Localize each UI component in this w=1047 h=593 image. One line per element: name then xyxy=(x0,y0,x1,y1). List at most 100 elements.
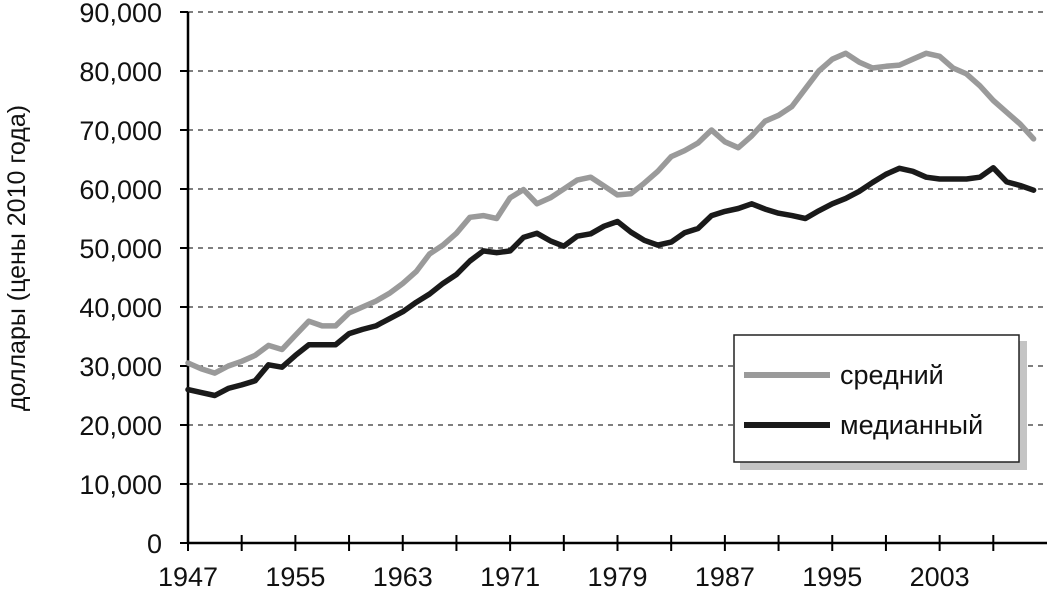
data-point xyxy=(415,270,418,273)
y-tick-label: 30,000 xyxy=(79,352,162,382)
data-point xyxy=(791,214,793,217)
data-point xyxy=(697,142,699,144)
data-point xyxy=(455,232,458,235)
data-point xyxy=(549,240,552,242)
data-point xyxy=(992,167,995,169)
data-point xyxy=(509,197,511,199)
data-point xyxy=(670,155,672,158)
y-tick-label: 80,000 xyxy=(79,57,162,87)
data-point xyxy=(777,212,780,214)
data-point xyxy=(724,210,726,213)
legend-label-median: медианный xyxy=(840,410,983,440)
data-point xyxy=(844,52,847,55)
data-point xyxy=(361,306,364,308)
data-point xyxy=(281,348,283,351)
data-point xyxy=(992,99,995,102)
data-point xyxy=(737,207,740,210)
data-point xyxy=(938,55,941,58)
legend: средний медианный xyxy=(733,334,1027,470)
data-point xyxy=(844,197,847,200)
data-point xyxy=(549,197,552,199)
data-point xyxy=(764,208,766,210)
series-line-average xyxy=(185,50,1037,376)
data-point xyxy=(804,217,807,220)
x-tick-label: 1971 xyxy=(480,562,540,592)
data-point xyxy=(227,365,230,367)
data-point xyxy=(509,250,511,252)
data-point xyxy=(522,188,525,191)
data-point xyxy=(442,244,444,246)
data-point xyxy=(791,105,793,108)
data-point xyxy=(415,301,418,304)
data-point xyxy=(469,216,471,219)
y-tick-label: 60,000 xyxy=(79,175,162,205)
grid-lines xyxy=(188,11,1047,485)
data-point xyxy=(563,188,565,190)
data-point xyxy=(979,85,981,87)
data-point xyxy=(616,194,619,196)
data-point xyxy=(1019,184,1021,187)
data-point xyxy=(630,192,632,195)
y-tick-label: 90,000 xyxy=(79,0,162,28)
data-point xyxy=(1005,181,1008,183)
data-point xyxy=(388,318,391,320)
data-point xyxy=(643,182,646,184)
data-point xyxy=(1032,138,1035,140)
data-point xyxy=(294,334,297,337)
data-point xyxy=(227,387,230,390)
data-point xyxy=(388,292,391,295)
data-point xyxy=(214,394,216,397)
data-point xyxy=(898,167,901,170)
data-point xyxy=(858,61,860,63)
data-point xyxy=(321,325,324,327)
x-tick-label: 1979 xyxy=(587,562,647,592)
data-point xyxy=(965,178,968,180)
data-point xyxy=(442,282,444,285)
data-point xyxy=(657,244,659,246)
data-point xyxy=(187,388,189,391)
data-point xyxy=(294,354,297,357)
series-line-median xyxy=(185,165,1037,399)
data-point xyxy=(670,241,672,243)
data-point xyxy=(898,64,901,66)
data-point xyxy=(925,52,927,55)
data-point xyxy=(777,114,780,117)
data-point xyxy=(375,300,377,302)
data-point xyxy=(267,364,270,366)
y-tick-label: 0 xyxy=(147,529,162,559)
data-point xyxy=(912,170,914,173)
data-point xyxy=(952,67,954,69)
data-point xyxy=(334,325,337,327)
legend-box xyxy=(733,334,1020,463)
y-tick-label: 40,000 xyxy=(79,293,162,323)
data-point xyxy=(348,312,350,314)
data-point xyxy=(240,360,243,363)
data-point xyxy=(200,391,203,394)
data-point xyxy=(965,73,968,75)
x-tick-label: 1947 xyxy=(158,562,218,592)
data-point xyxy=(831,203,834,205)
legend-label-average: средний xyxy=(840,360,944,390)
series-layer xyxy=(185,50,1037,399)
x-tick-label: 1995 xyxy=(802,562,862,592)
y-axis-title: доллары (цены 2010 года) xyxy=(3,105,31,411)
data-point xyxy=(495,217,498,220)
data-point xyxy=(603,185,605,187)
data-point xyxy=(643,239,646,242)
data-point xyxy=(563,245,565,247)
data-point xyxy=(764,120,766,122)
data-point xyxy=(254,380,256,382)
data-point xyxy=(348,332,350,335)
data-point xyxy=(402,282,404,285)
data-point xyxy=(428,293,431,295)
data-point xyxy=(871,181,874,184)
data-point xyxy=(818,210,820,212)
y-tick-label: 10,000 xyxy=(79,470,162,500)
x-axis-ticks: 1947 1955 1963 1971 1979 1987 1995 2003 xyxy=(158,535,995,592)
data-point xyxy=(375,325,377,327)
data-point xyxy=(603,225,605,227)
y-axis-ticks: 0 10,000 20,000 30,000 40,000 50,000 60,000 70,… xyxy=(79,0,188,559)
data-point xyxy=(710,129,713,131)
data-point xyxy=(495,251,498,254)
